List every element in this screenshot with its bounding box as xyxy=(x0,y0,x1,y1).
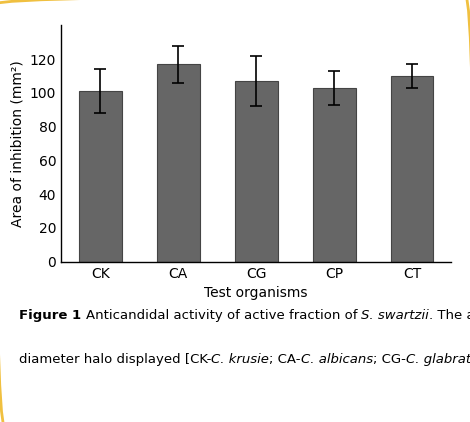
Bar xyxy=(313,88,355,262)
Text: . The activity index was calculated as mm: . The activity index was calculated as m… xyxy=(429,309,470,322)
X-axis label: Test organisms: Test organisms xyxy=(204,286,308,300)
Y-axis label: Area of inhibition (mm²): Area of inhibition (mm²) xyxy=(10,60,24,227)
Text: diameter halo displayed [CK-: diameter halo displayed [CK- xyxy=(19,353,211,366)
Text: C. glabrata: C. glabrata xyxy=(406,353,470,366)
Bar xyxy=(235,81,278,262)
Bar xyxy=(79,91,122,262)
Text: C. albicans: C. albicans xyxy=(300,353,373,366)
Text: ; CA-: ; CA- xyxy=(269,353,300,366)
Bar xyxy=(391,76,433,262)
Bar xyxy=(157,64,200,262)
Text: C. krusie: C. krusie xyxy=(211,353,269,366)
Text: ; CG-: ; CG- xyxy=(373,353,406,366)
Text: Anticandidal activity of active fraction of: Anticandidal activity of active fraction… xyxy=(86,309,361,322)
Text: S. swartzii: S. swartzii xyxy=(361,309,429,322)
Text: Figure 1: Figure 1 xyxy=(19,309,86,322)
